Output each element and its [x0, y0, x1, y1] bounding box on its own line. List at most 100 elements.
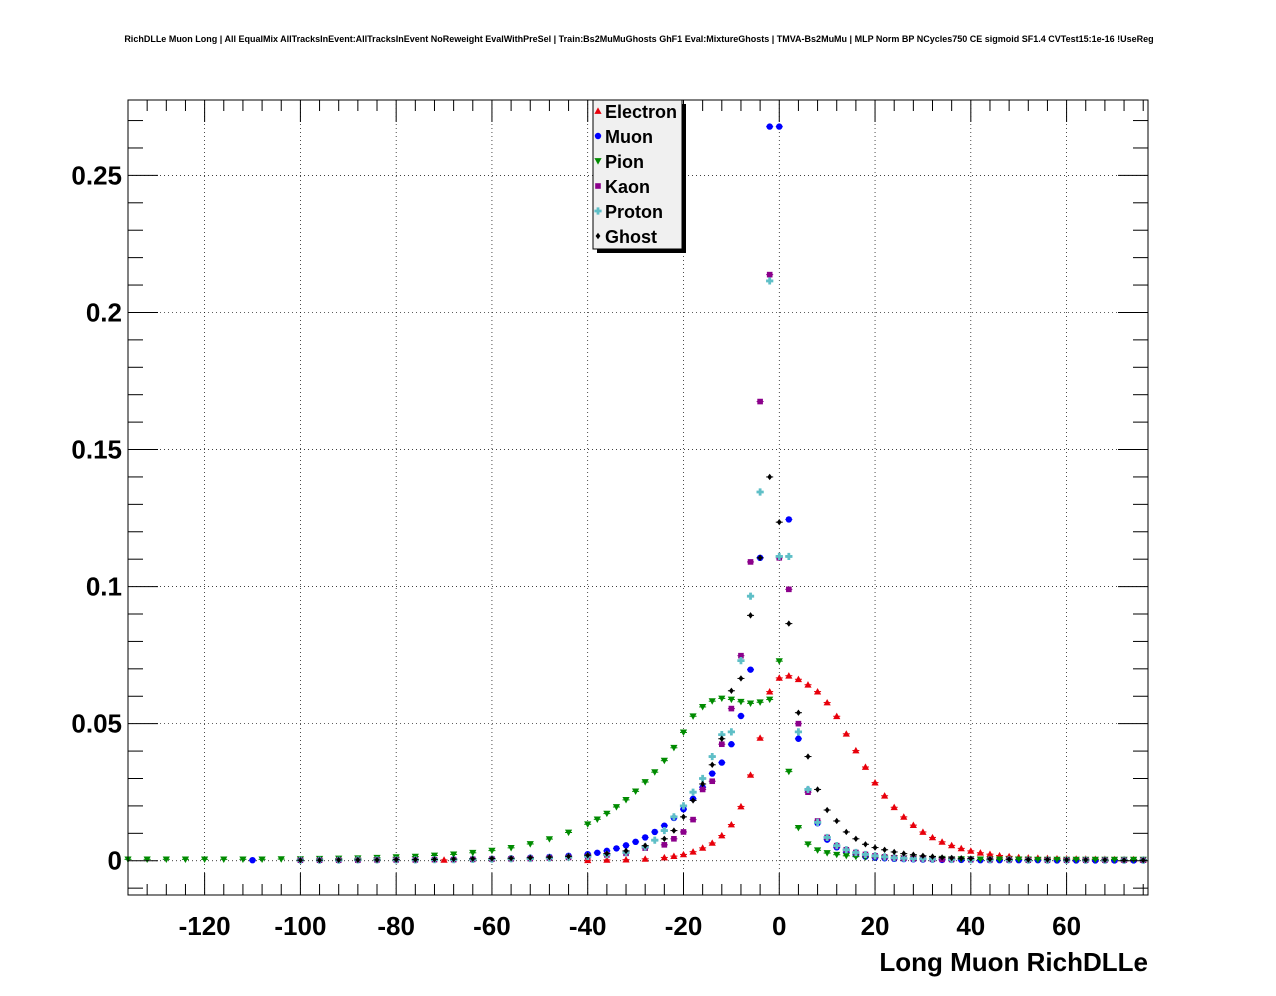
kaon-point	[738, 652, 744, 659]
pion-point	[593, 816, 601, 823]
y-tick-label: 0.25	[71, 160, 122, 190]
ghost-point	[355, 856, 361, 864]
electron-point	[881, 792, 889, 799]
x-tick-label: -20	[665, 911, 703, 941]
legend: Electron Muon Pion Kaon Proton Ghost	[592, 99, 686, 253]
pion-point	[239, 856, 247, 863]
electron-point	[948, 841, 956, 849]
pion-series	[124, 658, 1147, 864]
proton-point	[679, 802, 688, 810]
muon-point	[641, 834, 649, 841]
ghost-point	[882, 846, 888, 853]
pion-point	[584, 821, 592, 828]
pion-point	[995, 856, 1004, 863]
ghost-point	[930, 853, 935, 860]
y-tick-label: 0	[108, 846, 122, 876]
pion-point	[756, 699, 764, 706]
pion-point	[1091, 856, 1099, 864]
legend-marker-muon	[594, 132, 602, 140]
ghost-point	[968, 855, 974, 862]
pion-point	[450, 851, 458, 859]
electron-point	[852, 746, 860, 754]
ghost-point	[297, 856, 303, 864]
proton-point	[813, 818, 822, 826]
kaon-point	[795, 720, 802, 727]
legend-marker-pion	[594, 158, 602, 165]
pion-point	[1072, 856, 1080, 864]
electron-point	[641, 855, 649, 862]
ghost-point	[1006, 856, 1012, 863]
proton-point	[727, 728, 735, 736]
pion-point	[1034, 856, 1042, 864]
electron-point	[689, 848, 697, 855]
proton-point	[823, 833, 831, 842]
pion-point	[670, 744, 678, 752]
electron-point	[823, 698, 831, 706]
kaon-point	[690, 816, 696, 823]
pion-point	[699, 704, 707, 711]
proton-point	[785, 552, 793, 561]
ghost-point	[824, 806, 830, 814]
ghost-point	[642, 842, 648, 849]
pion-point	[651, 769, 659, 776]
ghost-point	[987, 855, 993, 863]
pion-point	[162, 856, 170, 863]
pion-point	[1053, 856, 1061, 864]
ghost-point	[374, 856, 380, 864]
muon-point	[766, 123, 773, 130]
legend-box	[592, 99, 683, 250]
proton-point	[794, 728, 803, 736]
ghost-point	[815, 786, 820, 793]
ghost-series	[296, 473, 1147, 864]
ghost-point	[1140, 856, 1146, 864]
electron-point	[919, 828, 927, 835]
ghost-point	[527, 854, 533, 861]
electron-point	[756, 734, 764, 741]
x-tick-label: 20	[861, 911, 890, 941]
legend-label-kaon: Kaon	[605, 177, 650, 197]
pion-point	[526, 841, 534, 848]
muon-point	[622, 842, 630, 849]
ghost-point	[1045, 856, 1050, 863]
kaon-point	[661, 842, 668, 848]
ghost-point	[1121, 856, 1127, 864]
electron-point	[890, 803, 898, 811]
ghost-point	[728, 687, 734, 694]
ghost-point	[489, 855, 495, 862]
ghost-point	[891, 848, 897, 856]
pion-point	[746, 700, 755, 707]
kaon-point	[709, 778, 716, 785]
legend-marker-kaon	[595, 183, 601, 189]
muon-point	[747, 666, 754, 673]
pion-point	[718, 695, 726, 703]
pion-point	[785, 768, 793, 776]
ghost-point	[939, 854, 945, 861]
ghost-point	[863, 841, 868, 848]
muon-point	[632, 838, 639, 846]
ghost-point	[901, 850, 907, 857]
muon-point	[249, 856, 256, 864]
muon-point	[651, 828, 658, 836]
legend-label-ghost: Ghost	[605, 227, 657, 247]
electron-point	[746, 771, 755, 778]
pion-point	[823, 850, 831, 857]
axis-ticks	[127, 100, 1148, 895]
electron-point	[871, 779, 879, 786]
legend-label-proton: Proton	[605, 202, 663, 222]
electron-point	[660, 853, 668, 861]
pion-point	[545, 836, 554, 843]
ghost-point	[700, 780, 706, 788]
ghost-point	[757, 554, 763, 562]
kaon-point	[747, 559, 754, 565]
kaon-point	[766, 271, 773, 278]
electron-point	[928, 833, 937, 841]
x-tick-label: -60	[473, 911, 511, 941]
pion-point	[852, 853, 860, 861]
proton-point	[660, 826, 668, 835]
kaon-point	[728, 705, 735, 712]
pion-point	[976, 856, 984, 863]
pion-point	[737, 698, 745, 706]
pion-point	[201, 856, 209, 863]
pion-point	[632, 788, 640, 795]
